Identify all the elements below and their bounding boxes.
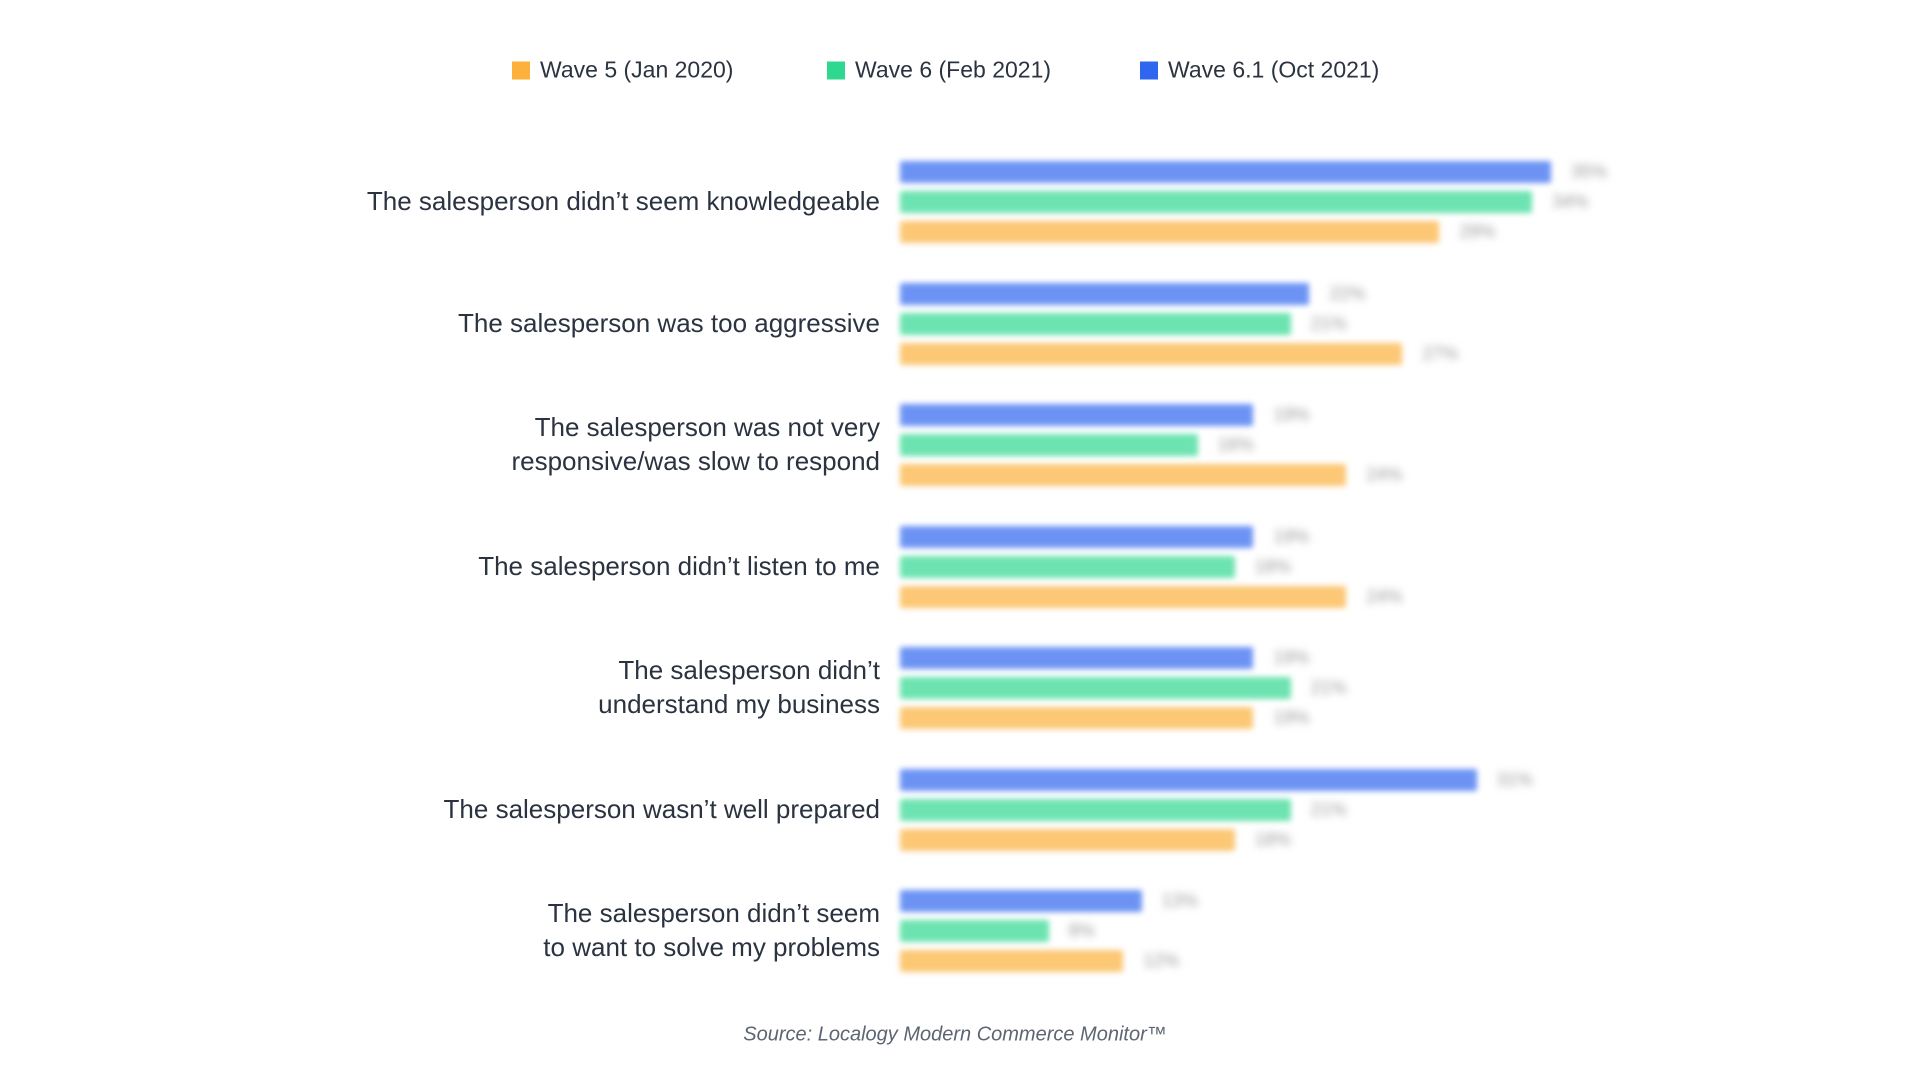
value-label: 35% [1571, 161, 1608, 182]
bar [900, 647, 1254, 669]
value-label: 31% [1496, 769, 1533, 789]
value-label: 21% [1310, 313, 1347, 333]
legend-swatch [827, 61, 845, 79]
value-label: 24% [1366, 464, 1403, 485]
bar [900, 221, 1440, 243]
bar [900, 464, 1347, 486]
bar [900, 798, 1291, 821]
legend-label: Wave 6 (Feb 2021) [855, 56, 1052, 83]
bar [900, 434, 1198, 456]
value-label: 34% [1552, 191, 1589, 212]
value-label: 19% [1273, 526, 1310, 546]
value-label: 8% [1068, 920, 1095, 941]
bar [900, 890, 1142, 912]
value-label: 24% [1366, 586, 1403, 606]
bar [900, 282, 1310, 305]
legend-swatch [1140, 61, 1158, 79]
category-label: The salesperson didn’t understand my bus… [598, 655, 880, 719]
value-label: 19% [1273, 707, 1310, 728]
bar [900, 828, 1235, 851]
category-label: The salesperson wasn’t well prepared [443, 793, 880, 824]
value-label: 21% [1310, 677, 1347, 698]
value-label: 18% [1254, 556, 1291, 576]
legend-label: Wave 5 (Jan 2020) [540, 56, 734, 83]
bar [900, 161, 1551, 183]
category-label: The salesperson was too aggressive [457, 307, 880, 338]
bar [900, 920, 1049, 942]
value-label: 27% [1422, 343, 1459, 363]
category-label: The salesperson didn’t listen to me [478, 550, 880, 581]
source-note: Source: Localogy Modern Commerce Monitor… [743, 1023, 1167, 1046]
bar [900, 768, 1477, 791]
legend-item: Wave 5 (Jan 2020) [512, 57, 733, 84]
value-label: 22% [1329, 283, 1366, 303]
category-label: The salesperson didn’t seem knowledgeabl… [366, 186, 880, 217]
category-label: The salesperson didn’t seem to want to s… [543, 898, 880, 962]
legend-label: Wave 6.1 (Oct 2021) [1168, 56, 1380, 83]
value-label: 16% [1217, 434, 1254, 455]
bar [900, 585, 1347, 608]
value-label: 18% [1254, 829, 1291, 849]
legend-item: Wave 6.1 (Oct 2021) [1140, 57, 1379, 84]
legend-swatch [512, 61, 530, 79]
bar [900, 555, 1235, 578]
bar [900, 707, 1254, 729]
bar [900, 342, 1403, 365]
bar [900, 191, 1533, 213]
value-label: 13% [1161, 890, 1198, 911]
bar [900, 404, 1254, 426]
category-label: The salesperson was not very responsive/… [511, 412, 880, 476]
value-label: 19% [1273, 404, 1310, 425]
bar [900, 950, 1124, 972]
value-label: 12% [1143, 950, 1180, 971]
value-label: 19% [1273, 647, 1310, 668]
bar [900, 525, 1254, 548]
value-label: 29% [1459, 221, 1496, 242]
bar [900, 312, 1291, 335]
legend-item: Wave 6 (Feb 2021) [827, 57, 1051, 84]
value-label: 21% [1310, 799, 1347, 819]
bar [900, 677, 1291, 699]
